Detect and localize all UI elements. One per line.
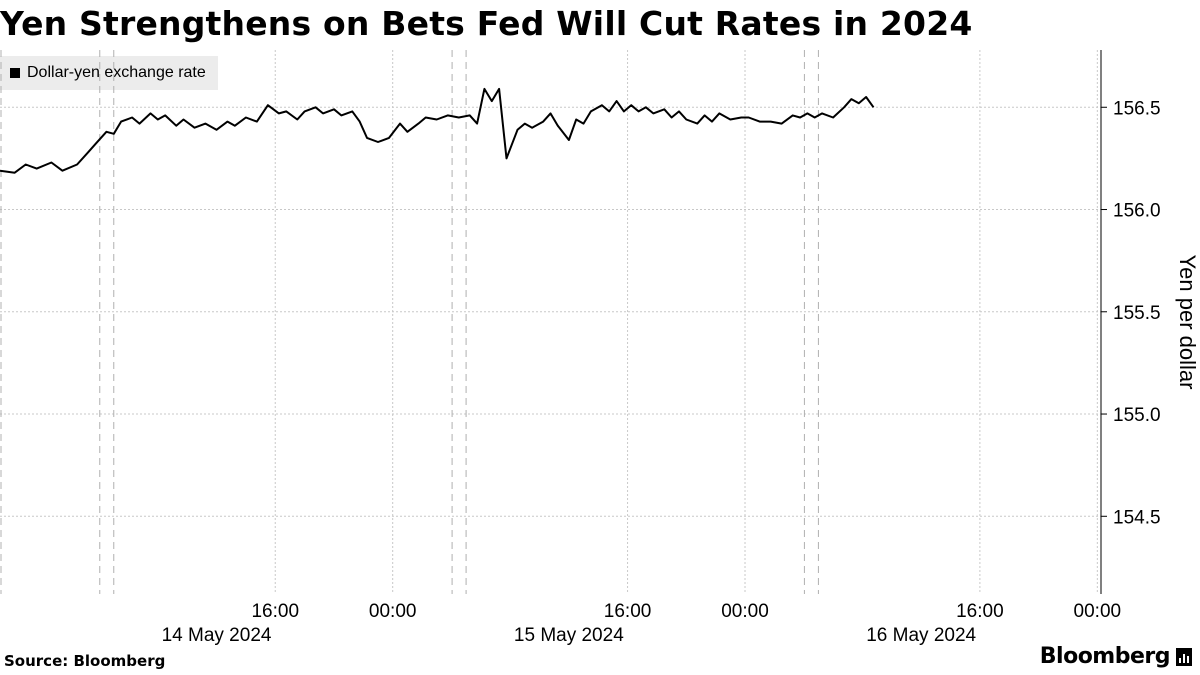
legend: Dollar-yen exchange rate [0,56,218,90]
y-tick-label: 155.5 [1113,303,1161,324]
x-date-label: 15 May 2024 [514,625,624,646]
x-tick-label: 00:00 [721,601,769,622]
x-date-label: 16 May 2024 [866,625,976,646]
brand-name: Bloomberg [1039,644,1171,669]
legend-label: Dollar-yen exchange rate [27,64,206,81]
x-date-label: 14 May 2024 [162,625,272,646]
chart-title: Yen Strengthens on Bets Fed Will Cut Rat… [0,4,973,43]
source-note: Source: Bloomberg [4,652,166,670]
legend-swatch [10,68,20,78]
x-tick-label: 16:00 [604,601,652,622]
y-tick-label: 156.0 [1113,201,1161,222]
y-axis-title: Yen per dollar [1175,255,1200,390]
series-line [0,87,875,174]
x-tick-label: 00:00 [369,601,417,622]
y-tick-label: 156.5 [1113,98,1161,119]
brand-logo: Bloomberg [1040,644,1192,669]
x-tick-label: 16:00 [251,601,299,622]
x-tick-label: 16:00 [956,601,1004,622]
y-tick-label: 155.0 [1113,405,1161,426]
x-tick-label: 00:00 [1074,601,1122,622]
chart-icon [1176,647,1192,666]
y-tick-label: 154.5 [1113,507,1161,528]
